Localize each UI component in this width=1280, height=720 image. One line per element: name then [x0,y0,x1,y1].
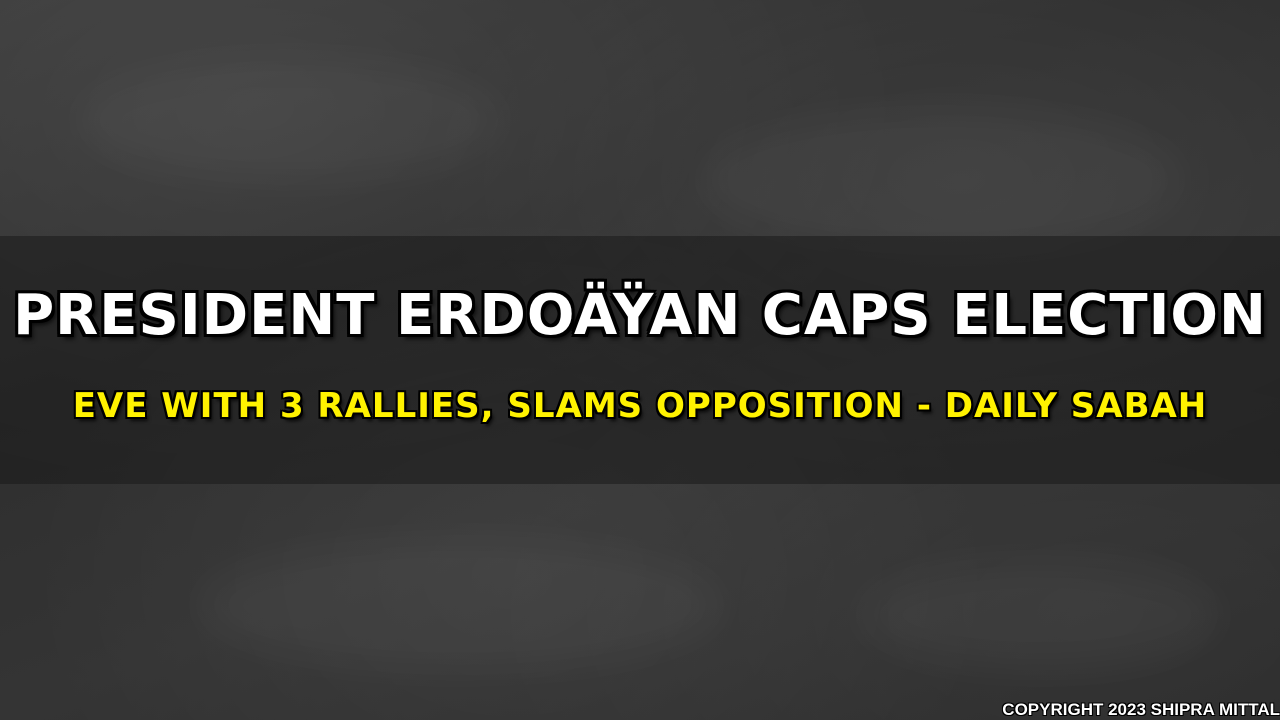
headline-line-2: EVE WITH 3 RALLIES, SLAMS OPPOSITION - D… [72,386,1208,426]
chalk-smudge [860,560,1220,670]
headline-line-1: PRESIDENT ERDOÄŸAN CAPS ELECTION [13,283,1267,348]
chalk-smudge [700,110,1180,250]
chalk-smudge [200,540,720,670]
chalk-smudge [80,60,500,180]
copyright-notice: COPYRIGHT 2023 SHIPRA MITTAL [1002,700,1280,719]
title-banner [0,236,1280,484]
